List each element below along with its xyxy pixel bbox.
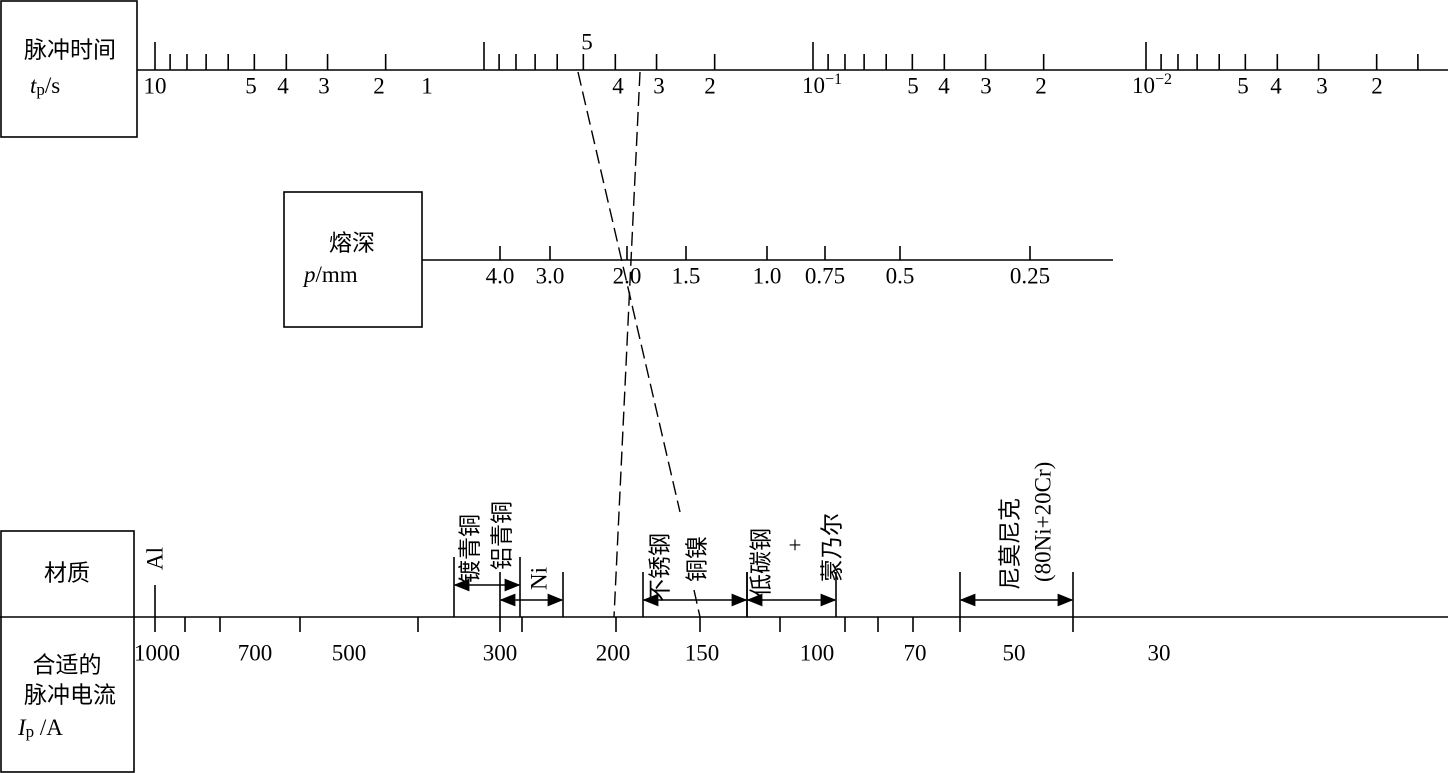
tick-label: 10−2 — [1132, 71, 1172, 99]
current-title: 脉冲电流 — [24, 682, 116, 707]
material-label: + — [789, 532, 802, 557]
penetration-box — [283, 191, 423, 328]
material-label: (80Ni+20Cr) — [1030, 462, 1055, 582]
tick-label: 4 — [612, 73, 624, 98]
tick-label-base: 10 — [802, 73, 825, 98]
tick-label: 70 — [904, 640, 927, 665]
tick-label: 50 — [1003, 640, 1026, 665]
current-unit: Ip /A — [17, 715, 63, 741]
tick-label: 2 — [373, 73, 385, 98]
tick-label: 0.25 — [1010, 263, 1050, 288]
tick-label-exponent: −2 — [1155, 71, 1172, 88]
tick-label: 5 — [581, 29, 593, 54]
tick-label: 100 — [800, 640, 835, 665]
pulse-time-unit: tp/s — [30, 73, 60, 99]
tick-label: 1.5 — [672, 263, 701, 288]
tick-label: 30 — [1148, 640, 1171, 665]
tick-label-base: 10 — [1132, 73, 1155, 98]
tick-label-exponent: −1 — [825, 71, 842, 88]
material-label: 低碳钢 — [748, 528, 773, 597]
bottom-box — [0, 530, 135, 773]
current-title: 合适的 — [33, 652, 102, 677]
tick-label: 3 — [653, 73, 665, 98]
tick-label: 10−1 — [802, 71, 842, 99]
tick-label: 3.0 — [536, 263, 565, 288]
tick-label: 2 — [704, 73, 716, 98]
material-label: 蒙乃尔 — [819, 513, 844, 582]
tick-label: 4 — [277, 73, 289, 98]
tick-label: 1 — [421, 73, 433, 98]
tick-label: 10 — [144, 73, 167, 98]
guide-line — [613, 71, 641, 618]
material-label: 镀青铜 — [457, 514, 482, 583]
tick-label: 2 — [1371, 73, 1383, 98]
tick-label: 300 — [483, 640, 518, 665]
tick-label: 0.75 — [805, 263, 845, 288]
guide-line — [577, 71, 681, 513]
tick-label: 4 — [938, 73, 950, 98]
tick-label: 3 — [980, 73, 992, 98]
material-label: 不锈钢 — [647, 533, 672, 602]
material-label: Ni — [526, 567, 551, 590]
tick-label: 700 — [238, 640, 273, 665]
tick-label: 1000 — [134, 640, 180, 665]
tick-label: 3 — [318, 73, 330, 98]
tick-label: 150 — [685, 640, 720, 665]
tick-label: 5 — [907, 73, 919, 98]
tick-label: 5 — [245, 73, 257, 98]
pulse-time-box — [0, 0, 138, 138]
tick-label: 2.0 — [613, 263, 642, 288]
tick-label: 200 — [596, 640, 631, 665]
tick-label: 2 — [1035, 73, 1047, 98]
material-title: 材质 — [44, 560, 90, 585]
penetration-unit: p/mm — [302, 262, 358, 287]
tick-label: 1.0 — [753, 263, 782, 288]
tick-label: 0.5 — [886, 263, 915, 288]
guide-line — [693, 589, 701, 618]
material-label: 铜镍 — [684, 536, 709, 582]
material-label: Al — [142, 547, 167, 570]
tick-label: 4.0 — [486, 263, 515, 288]
material-label: 尼莫尼克 — [997, 498, 1022, 590]
tick-label: 3 — [1316, 73, 1328, 98]
penetration-title: 熔深 — [329, 230, 375, 255]
tick-label: 4 — [1270, 73, 1282, 98]
tick-label: 500 — [332, 640, 367, 665]
pulse-time-title: 脉冲时间 — [24, 37, 116, 62]
tick-label: 5 — [1237, 73, 1249, 98]
material-label: 铝青铜 — [489, 501, 514, 570]
